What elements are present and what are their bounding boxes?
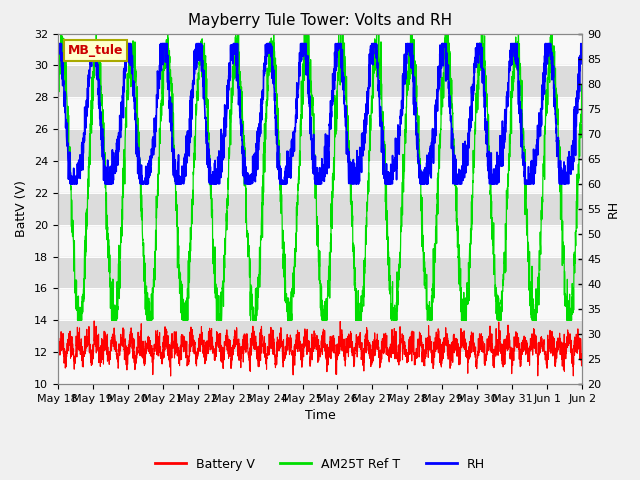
- Bar: [58, 129, 582, 161]
- Y-axis label: BattV (V): BattV (V): [15, 180, 28, 237]
- Text: MB_tule: MB_tule: [68, 44, 124, 57]
- X-axis label: Time: Time: [305, 409, 335, 422]
- Bar: [58, 193, 582, 225]
- Title: Mayberry Tule Tower: Volts and RH: Mayberry Tule Tower: Volts and RH: [188, 13, 452, 28]
- Bar: [58, 257, 582, 288]
- Bar: [58, 65, 582, 97]
- Y-axis label: RH: RH: [607, 200, 620, 218]
- Legend: Battery V, AM25T Ref T, RH: Battery V, AM25T Ref T, RH: [150, 453, 490, 476]
- Bar: [58, 320, 582, 352]
